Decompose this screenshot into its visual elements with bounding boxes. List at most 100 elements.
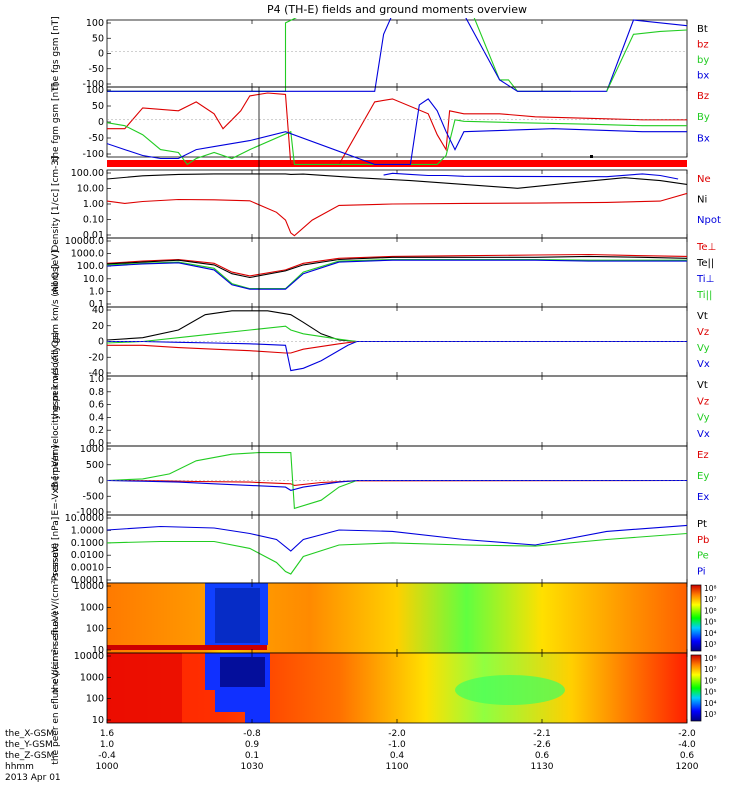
y-axis-label: the fgs gsm [nT] — [51, 16, 61, 90]
y-axis-label: Density [1/cc] [cm-3] — [51, 156, 61, 251]
colorbar-tick-label: 10⁸ — [704, 584, 717, 593]
series-line-by2 — [606, 29, 687, 92]
y-tick-label: -50 — [88, 133, 104, 144]
time-tick-label: 1000 — [96, 762, 119, 772]
series-line-By — [107, 119, 687, 166]
ephemeris-label: the_X-GSM — [5, 729, 54, 739]
time-tick-label: 1030 — [241, 762, 264, 772]
legend-entry: Te|| — [696, 258, 714, 269]
ephemeris-value: 1.0 — [100, 740, 115, 750]
y-tick-label: 100 — [86, 624, 104, 635]
y-tick-label: 50 — [92, 101, 104, 112]
ephemeris-label: the_Y-GSM — [5, 740, 53, 750]
time-tick-label: 1200 — [676, 762, 699, 772]
plot-title: P4 (TH-E) fields and ground moments over… — [267, 3, 527, 16]
series-line-Pe — [107, 532, 687, 575]
ephemeris-value: -2.0 — [678, 729, 696, 739]
colorbar-tick-label: 10⁸ — [704, 654, 717, 663]
series-line-Ti — [107, 258, 687, 290]
panel-frame — [106, 237, 688, 308]
y-tick-label: 0.1 — [89, 299, 104, 310]
y-tick-label: 1.0000 — [71, 525, 104, 536]
y-axis-label: the peir velocity gsm km/s (All Qs) — [51, 264, 61, 419]
y-tick-label: 40 — [92, 305, 104, 316]
spectrogram-dropout-core — [215, 588, 260, 643]
legend-entry: bz — [697, 40, 709, 51]
series-line-Vx — [107, 340, 687, 372]
y-tick-label: 0.8 — [89, 387, 104, 398]
series-line-Ni — [107, 173, 687, 189]
colorbar-tick-label: 10⁵ — [704, 688, 717, 697]
y-tick-label: 1.0 — [89, 374, 104, 385]
legend-entry: Bz — [697, 91, 709, 102]
y-tick-label: 0.0 — [89, 438, 104, 449]
y-tick-label: 1000.0 — [71, 249, 104, 260]
ephemeris-value: -1.0 — [388, 740, 406, 750]
time-tick-label: 1100 — [386, 762, 409, 772]
ephemeris-value: -0.4 — [98, 751, 116, 761]
colorbar-tick-label: 10⁷ — [704, 665, 717, 674]
y-axis-label: the peir en eflux eV/(cm²-s-sr-eV) — [51, 543, 61, 693]
panel-mom: 10000.0 1000.0100.0 10.01.0 0.1 mom [eV] Te⊥ T… — [51, 236, 716, 310]
y-tick-label: 1.0 — [89, 286, 104, 297]
ephemeris-value: 0.6 — [535, 751, 550, 761]
y-tick-label: 10000 — [74, 581, 104, 592]
legend-entry: Vy — [697, 413, 710, 424]
colorbar-tick-label: 10³ — [704, 640, 717, 649]
ephemeris-value: 0.9 — [245, 740, 260, 750]
colorbar-tick-label: 10⁶ — [704, 676, 717, 685]
legend-entry: Vx — [697, 429, 710, 440]
legend-entry: Vt — [697, 380, 708, 391]
legend-entry: By — [697, 112, 710, 123]
y-tick-label: 10.0 — [83, 274, 104, 285]
series-line-Vt — [107, 310, 687, 343]
colorbar-tick-label: 10⁵ — [704, 618, 717, 627]
ephemeris-value: 0.1 — [245, 751, 259, 761]
panel-fgm: 100 50 0 -50 -100 the fgm gsm [nT] Bz By Bx — [51, 83, 710, 166]
ephemeris-value: -4.0 — [678, 740, 696, 750]
y-tick-label: 100 — [86, 85, 104, 96]
legend-entry: Bt — [697, 24, 708, 35]
y-tick-label: 0 — [98, 476, 104, 487]
panel-peir_eflux: 10⁸ 10⁷ 10⁶ 10⁵ 10⁴ 10³ 10000 1000 100 10 the peir… — [51, 543, 717, 693]
mode-bar-mark — [590, 155, 593, 158]
date-label: 2013 Apr 01 — [5, 773, 61, 783]
y-tick-label: 100.0 — [77, 261, 104, 272]
panel-frame — [106, 19, 688, 88]
y-tick-label: 0.0100 — [71, 550, 104, 561]
series-line-Tb — [107, 259, 687, 290]
legend-entry: Bx — [697, 133, 710, 144]
y-tick-label: 0 — [98, 337, 104, 348]
y-axis-label: the fgm gsm [nT] — [51, 83, 61, 161]
y-tick-label: 10000 — [74, 651, 104, 662]
colorbar-tick-label: 10⁶ — [704, 606, 717, 615]
y-tick-label: 100 — [86, 18, 104, 29]
legend-entry: bx — [697, 71, 709, 82]
panel-frame — [106, 514, 688, 584]
y-tick-label: 10 — [92, 715, 104, 726]
ephemeris-value: 1.6 — [100, 729, 115, 739]
y-tick-label: -500 — [82, 491, 104, 502]
series-line-Pi — [107, 524, 687, 552]
y-tick-label: 0.0010 — [71, 563, 104, 574]
y-tick-label: 0.6 — [89, 400, 104, 411]
ephemeris-label: the_Z-GSM — [5, 751, 54, 761]
legend-entry: Vx — [697, 359, 710, 370]
legend-entry: Ne — [697, 174, 711, 185]
y-tick-label: 100 — [86, 694, 104, 705]
ephemeris-value: -0.8 — [243, 729, 261, 739]
colorbar — [690, 584, 702, 652]
colorbar-tick-label: 10⁴ — [704, 699, 717, 708]
ephemeris-value: -2.1 — [533, 729, 551, 739]
legend-entry: Npot — [697, 215, 721, 226]
series-line-Te — [107, 253, 687, 277]
y-tick-label: 0.1000 — [71, 538, 104, 549]
y-axis-label: the peer velocity gsm km/s (All Qs) — [51, 332, 61, 490]
panel-efield: 1000 500 0 -500 -1000 E=-VxB [mV/m] Ez Ey Ex — [51, 444, 709, 518]
series-line-Vy — [107, 325, 687, 344]
y-tick-label: 10000.0 — [65, 236, 104, 247]
series-line-Ex — [107, 479, 687, 491]
series-line-Ne — [107, 192, 687, 237]
